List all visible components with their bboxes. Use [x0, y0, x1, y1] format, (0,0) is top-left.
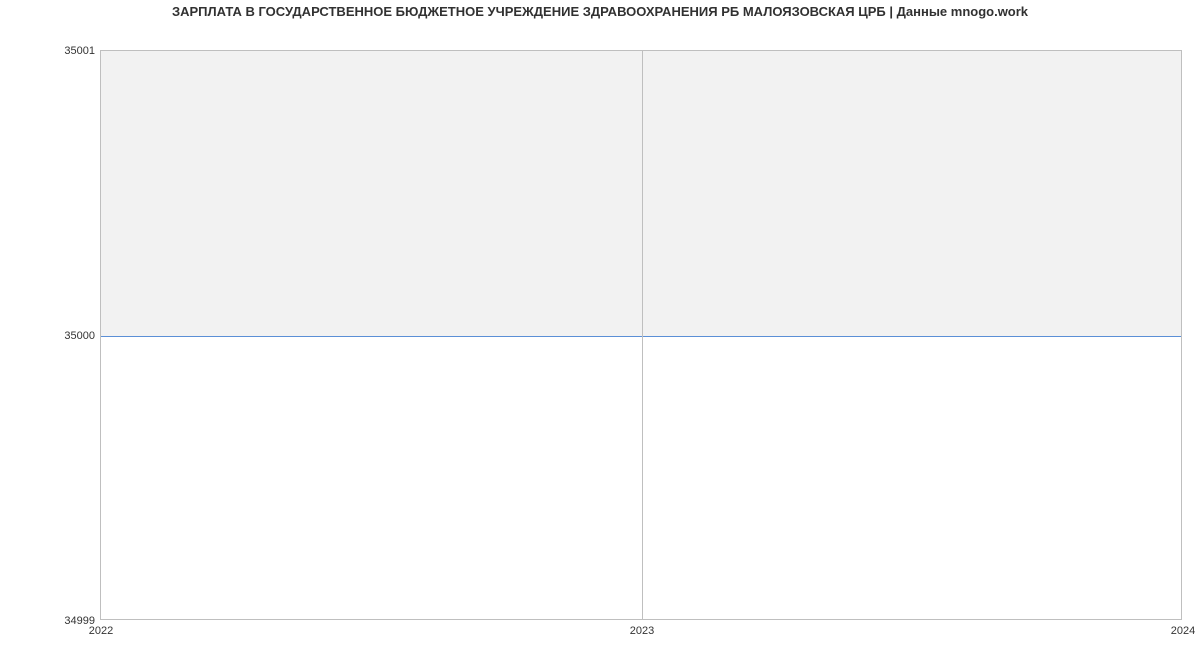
y-tick-label: 35001: [64, 45, 101, 57]
chart-container: ЗАРПЛАТА В ГОСУДАРСТВЕННОЕ БЮДЖЕТНОЕ УЧР…: [0, 0, 1200, 650]
plot-area: 349993500035001202220232024: [100, 50, 1182, 620]
x-tick-label: 2023: [630, 619, 654, 637]
chart-title: ЗАРПЛАТА В ГОСУДАРСТВЕННОЕ БЮДЖЕТНОЕ УЧР…: [0, 4, 1200, 19]
x-tick-label: 2024: [1171, 619, 1195, 637]
series-line: [101, 336, 1181, 337]
y-tick-label: 35000: [64, 330, 101, 342]
x-gridline: [642, 51, 643, 619]
series-area-fill: [101, 51, 1181, 336]
x-tick-label: 2022: [89, 619, 113, 637]
